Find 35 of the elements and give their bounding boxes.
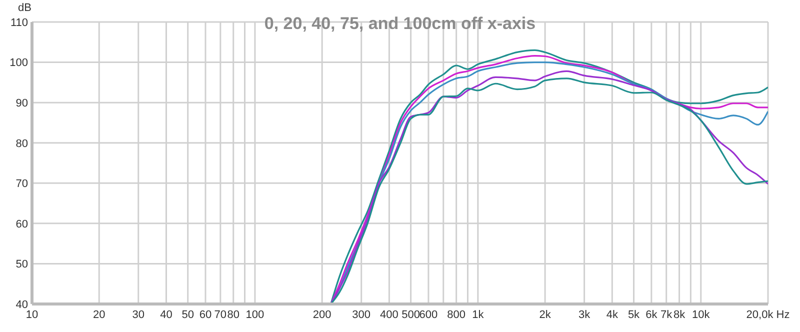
x-tick-label: 300: [352, 308, 371, 321]
x-tick-label: 500: [402, 308, 420, 321]
x-tick-label: 600: [419, 308, 438, 321]
x-tick-label: 8k: [673, 308, 686, 321]
x-tick-label: 1k: [472, 308, 484, 321]
x-tick-label: 70: [214, 308, 227, 321]
x-tick-label: 10: [26, 308, 38, 321]
y-tick-label: 100: [10, 57, 28, 70]
x-tick-label: 50: [182, 308, 194, 321]
x-tick-label: 7k: [660, 308, 673, 321]
y-tick-label: 110: [10, 16, 28, 29]
x-tick-label: 40: [160, 308, 172, 321]
y-tick-label: 40: [16, 298, 28, 311]
x-tick-label: 800: [447, 308, 466, 321]
x-tick-label: 60: [199, 308, 212, 321]
x-tick-label: 200: [312, 308, 332, 321]
y-tick-label: 60: [16, 218, 28, 230]
x-tick-label: 3k: [578, 308, 591, 321]
y-tick-label: 90: [16, 97, 28, 110]
x-tick-label: 5k: [628, 308, 640, 321]
x-tick-label: 20: [92, 308, 106, 321]
y-tick-label: 80: [16, 138, 28, 150]
x-tick-label: 2k: [539, 308, 552, 321]
x-tick-label: 400: [380, 308, 398, 321]
x-tick-label: 100: [246, 308, 264, 321]
y-axis-title: dB: [18, 2, 32, 14]
y-tick-label: 50: [16, 258, 28, 271]
x-tick-label: 30: [132, 308, 145, 321]
chart-title: 0, 20, 40, 75, and 100cm off x-axis: [264, 14, 536, 33]
y-tick-label: 70: [16, 178, 28, 190]
x-tick-label: 10k: [692, 308, 710, 321]
x-tick-label: 6k: [646, 308, 658, 321]
x-tick-label: 4k: [606, 308, 618, 321]
x-tick-label: 20,0k Hz: [746, 308, 790, 321]
x-tick-label: 80: [227, 308, 240, 321]
